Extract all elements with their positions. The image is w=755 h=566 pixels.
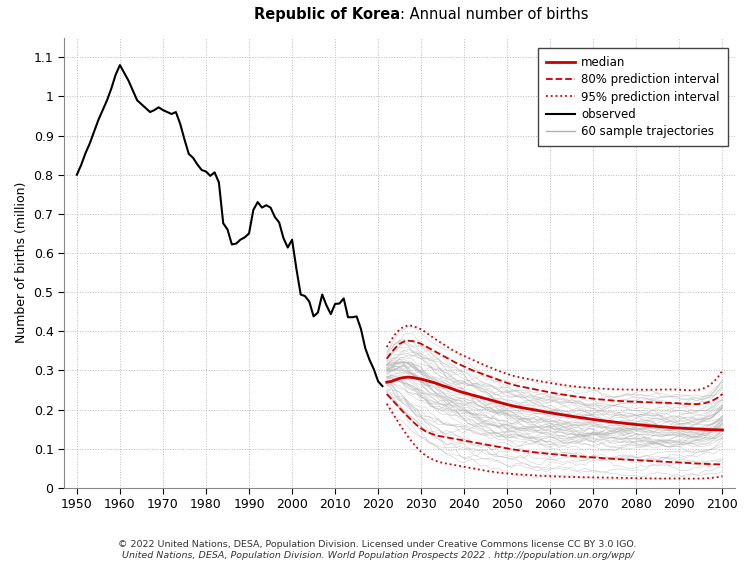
Text: United Nations, DESA, Population Division. World Population Prospects 2022 . htt: United Nations, DESA, Population Divisio… bbox=[122, 551, 633, 560]
Text: : Annual number of births: : Annual number of births bbox=[399, 7, 588, 22]
Legend: median, 80% prediction interval, 95% prediction interval, observed, 60 sample tr: median, 80% prediction interval, 95% pre… bbox=[538, 48, 728, 146]
Text: © 2022 United Nations, DESA, Population Division. Licensed under Creative Common: © 2022 United Nations, DESA, Population … bbox=[119, 540, 636, 549]
Text: Republic of Korea: Republic of Korea bbox=[254, 7, 399, 22]
Y-axis label: Number of births (million): Number of births (million) bbox=[15, 182, 28, 344]
